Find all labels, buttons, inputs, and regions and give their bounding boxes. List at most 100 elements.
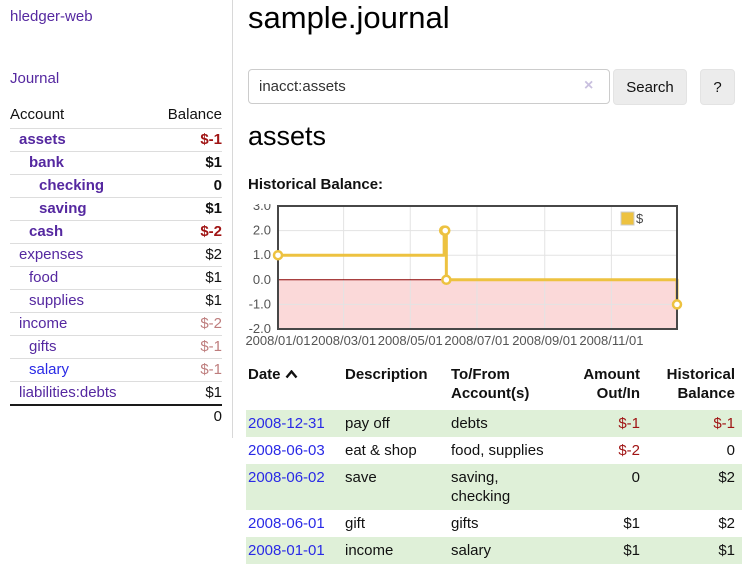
account-link[interactable]: bank	[29, 154, 65, 171]
account-balance: $-1	[150, 358, 222, 382]
register-description-cell: income	[343, 537, 449, 564]
account-balance: $2	[150, 243, 222, 267]
account-link[interactable]: income	[19, 315, 68, 332]
register-amount-cell: $-1	[561, 410, 647, 437]
x-tick-label: 2008/11/01	[579, 333, 643, 348]
account-row: gifts $-1	[10, 335, 222, 359]
legend-swatch	[620, 211, 635, 226]
page-title: sample.journal	[248, 0, 450, 35]
search-button[interactable]: Search	[613, 69, 687, 105]
account-link[interactable]: assets	[19, 131, 66, 148]
accounts-header-account: Account	[10, 103, 151, 129]
register-date-cell: 2008-01-01	[246, 537, 343, 564]
transaction-date-link[interactable]: 2008-12-31	[248, 415, 325, 432]
register-header-date-label: Date	[248, 366, 281, 383]
account-name-cell: bank	[10, 151, 151, 175]
register-accounts-cell: food, supplies	[451, 442, 544, 459]
account-balance: $-1	[200, 131, 222, 148]
help-button[interactable]: ?	[700, 69, 735, 105]
account-row: expenses $2	[10, 243, 222, 267]
register-amount-cell: $-2	[618, 442, 640, 459]
register-accounts-cell: debts	[449, 410, 561, 437]
register-accounts-cell: gifts	[451, 515, 479, 532]
account-row: supplies $1	[10, 289, 222, 313]
account-link[interactable]: saving	[39, 200, 87, 217]
transaction-date-link[interactable]: 2008-06-02	[248, 469, 325, 486]
account-heading: assets	[248, 121, 327, 151]
account-link[interactable]: expenses	[19, 246, 84, 263]
data-point-marker	[272, 249, 284, 261]
clear-search-icon[interactable]: ×	[584, 77, 594, 94]
account-row: cash $-2	[10, 220, 222, 244]
sort-ascending-icon	[285, 365, 298, 384]
account-balance: $1	[150, 289, 222, 313]
account-row: liabilities:debts $1	[10, 381, 222, 405]
transaction-date-link[interactable]: 2008-06-01	[248, 515, 325, 532]
account-name-cell: assets	[10, 129, 151, 152]
account-row: checking 0	[10, 174, 222, 198]
register-date-cell: 2008-06-01	[246, 510, 343, 537]
account-balance: 0	[150, 174, 222, 198]
account-balance: $1	[150, 381, 222, 405]
y-tick-label: 0.0	[253, 272, 271, 287]
register-header-accounts: To/From Account(s)	[451, 366, 530, 402]
register-accounts-cell: salary	[449, 537, 561, 564]
register-header-description: Description	[345, 366, 428, 383]
accounts-total-spacer	[10, 404, 151, 428]
register-header-date[interactable]: Date	[246, 361, 343, 410]
register-description-cell: eat & shop	[345, 442, 417, 459]
register-amount-cell: 0	[561, 464, 647, 510]
register-balance-cell: $1	[647, 537, 742, 564]
account-link[interactable]: checking	[39, 177, 105, 194]
register-description-cell: pay off	[343, 410, 449, 437]
chart-title: Historical Balance:	[248, 176, 384, 193]
register-header-balance: Historical Balance	[666, 366, 735, 402]
account-link[interactable]: gifts	[29, 338, 57, 355]
brand-link[interactable]: hledger-web	[10, 8, 93, 25]
account-link[interactable]: cash	[29, 223, 64, 240]
account-link[interactable]: supplies	[29, 292, 85, 309]
account-name-cell: supplies	[10, 289, 151, 313]
register-header-amount: Amount Out/In	[583, 366, 640, 402]
account-link[interactable]: salary	[29, 361, 70, 378]
register-row: 2008-06-02 save saving, checking 0 $2	[246, 464, 742, 510]
y-tick-label: -1.0	[249, 296, 271, 311]
legend-label: $	[636, 211, 644, 226]
data-point-marker	[441, 274, 452, 286]
account-balance: $-2	[150, 312, 222, 336]
account-link[interactable]: liabilities:debts	[19, 384, 117, 401]
account-name-cell: food	[10, 266, 151, 290]
register-row: 2008-01-01 income salary $1 $1	[246, 537, 742, 564]
x-tick-label: 2008/07/01	[444, 333, 509, 348]
account-name-cell: checking	[10, 174, 151, 198]
y-tick-label: 3.0	[253, 204, 271, 213]
search-input[interactable]	[248, 69, 610, 104]
register-description-cell: gift	[345, 515, 366, 532]
register-date-cell: 2008-06-02	[246, 464, 343, 510]
register-body: 2008-12-31 pay off debts $-1 $-1 2008-06-03 ea…	[246, 410, 742, 564]
account-row: bank $1	[10, 151, 222, 175]
account-name-cell: gifts	[10, 335, 151, 359]
account-balance: $-1	[150, 335, 222, 359]
account-row: assets $-1	[10, 129, 222, 152]
sidebar-divider	[232, 0, 233, 438]
account-row: salary $-1	[10, 358, 222, 382]
plot-border	[277, 205, 678, 330]
account-link[interactable]: food	[29, 269, 59, 286]
data-point-marker	[440, 225, 451, 236]
account-name-cell: liabilities:debts	[10, 381, 151, 405]
account-balance: $-2	[150, 220, 222, 244]
sidebar-item-journal[interactable]: Journal	[10, 70, 60, 87]
transaction-date-link[interactable]: 2008-01-01	[248, 542, 325, 559]
data-point-marker	[671, 299, 683, 310]
accounts-total-value: 0	[150, 404, 222, 428]
register-balance-cell: $2	[718, 515, 735, 532]
transaction-date-link[interactable]: 2008-06-03	[248, 442, 325, 459]
account-name-cell: salary	[10, 358, 151, 382]
register-row: 2008-12-31 pay off debts $-1 $-1	[246, 410, 742, 437]
register-row: 2008-06-01 gift gifts $1 $2	[246, 510, 742, 537]
register-date-cell: 2008-06-03	[246, 437, 343, 464]
register-amount-cell: $1	[561, 537, 647, 564]
y-tick-label: 1.0	[253, 247, 271, 262]
